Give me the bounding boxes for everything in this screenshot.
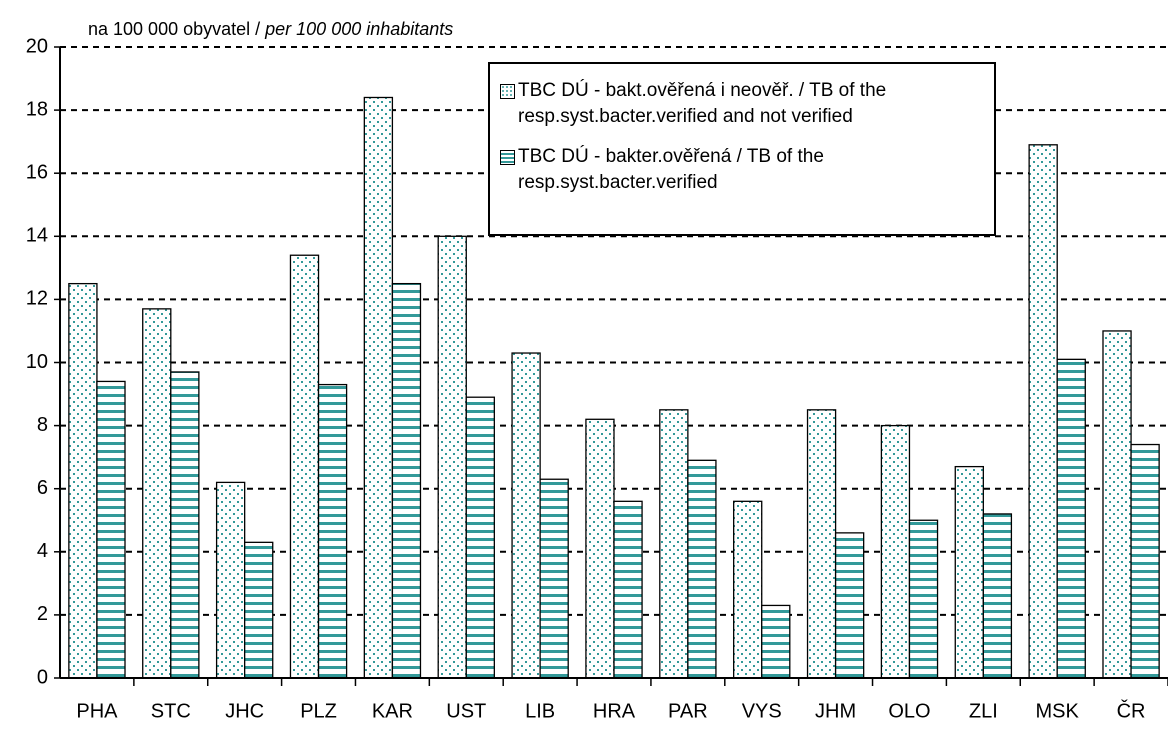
legend-swatch <box>500 84 515 99</box>
x-tick-label: PAR <box>668 700 708 722</box>
bar <box>142 308 172 679</box>
legend-entry: TBC DÚ - bakter.ověřená / TB of the resp… <box>500 144 984 196</box>
x-tick-label: ČR <box>1117 699 1146 722</box>
x-tick-label: UST <box>446 700 486 722</box>
legend-entry: TBC DÚ - bakt.ověřená i neověř. / TB of … <box>500 78 984 130</box>
x-tick-label: PLZ <box>300 700 337 722</box>
y-tick-label: 2 <box>37 603 48 625</box>
y-tick-label: 14 <box>26 225 48 247</box>
x-tick-label: ZLI <box>969 700 998 722</box>
bar <box>539 478 569 679</box>
bar <box>954 465 984 679</box>
bar <box>317 383 348 679</box>
bar <box>1102 330 1132 679</box>
y-tick-label: 20 <box>26 35 48 57</box>
y-tick-label: 16 <box>26 161 48 183</box>
x-tick-label: KAR <box>372 700 413 722</box>
y-tick-label: 12 <box>26 288 48 310</box>
bar <box>170 371 200 679</box>
x-tick-label: MSK <box>1036 700 1080 722</box>
y-tick-label: 8 <box>37 414 48 436</box>
bar <box>1130 443 1160 679</box>
bar <box>215 481 246 679</box>
bar <box>391 282 422 679</box>
y-label-en: per 100 000 inhabitants <box>264 19 453 39</box>
y-tick-label: 6 <box>37 477 48 499</box>
bar <box>68 282 98 679</box>
bar <box>363 96 394 679</box>
bar <box>834 532 865 679</box>
x-tick-label: PHA <box>76 700 118 722</box>
bar <box>1028 144 1058 679</box>
bar <box>465 396 495 679</box>
y-tick-label: 0 <box>37 666 48 688</box>
x-tick-label: LIB <box>525 700 555 722</box>
legend-swatch <box>500 150 515 165</box>
bar <box>511 352 541 679</box>
x-tick-label: VYS <box>742 700 782 722</box>
bar <box>244 541 274 679</box>
bar <box>613 500 643 679</box>
y-label: na 100 000 obyvatel / <box>88 19 265 39</box>
x-tick-label: STC <box>151 700 191 722</box>
legend-label: TBC DÚ - bakter.ověřená / TB of the resp… <box>518 146 824 193</box>
legend-label: TBC DÚ - bakt.ověřená i neověř. / TB of … <box>518 80 887 127</box>
bar <box>659 409 689 679</box>
x-tick-label: JHM <box>815 700 856 722</box>
x-tick-label: HRA <box>593 700 636 722</box>
bar <box>585 418 615 679</box>
bar <box>880 424 911 679</box>
y-tick-label: 10 <box>26 351 48 373</box>
x-tick-label: OLO <box>888 700 930 722</box>
bar <box>982 513 1013 679</box>
bar <box>806 409 837 679</box>
bar <box>437 235 467 679</box>
y-tick-label: 4 <box>37 540 48 562</box>
bar <box>761 604 791 679</box>
bar <box>687 459 717 679</box>
y-tick-label: 18 <box>26 98 48 120</box>
x-tick-label: JHC <box>225 700 264 722</box>
y-axis-label: na 100 000 obyvatel / per 100 000 inhabi… <box>88 19 453 39</box>
bar <box>908 519 939 679</box>
bar <box>96 380 126 679</box>
legend: TBC DÚ - bakt.ověřená i neověř. / TB of … <box>488 62 996 236</box>
bar <box>733 500 763 679</box>
bar <box>1056 358 1086 679</box>
bar <box>289 254 320 679</box>
